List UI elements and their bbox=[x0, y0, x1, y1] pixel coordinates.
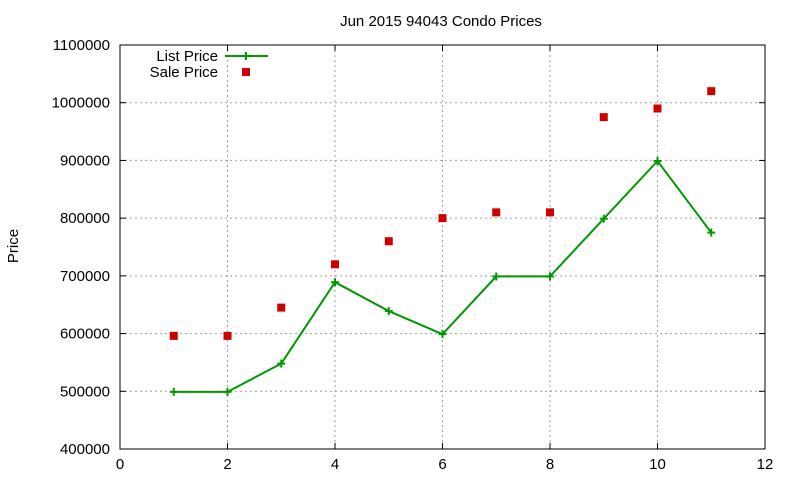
axis-ticks bbox=[119, 44, 766, 450]
list-price-point bbox=[169, 387, 178, 396]
legend-marker-list-price bbox=[242, 52, 250, 60]
y-tick-label: 1000000 bbox=[52, 95, 110, 112]
sale-price-point bbox=[492, 208, 501, 217]
list-price-point bbox=[546, 272, 554, 281]
data-series bbox=[169, 87, 716, 396]
list-price-point bbox=[653, 157, 662, 166]
list-price-point bbox=[492, 272, 501, 281]
y-tick-label: 500000 bbox=[60, 383, 110, 400]
legend-label-list-price: List Price bbox=[156, 48, 218, 65]
chart-title: Jun 2015 94043 Condo Prices bbox=[340, 13, 542, 30]
list-price-point bbox=[223, 387, 232, 396]
y-tick-label: 900000 bbox=[60, 152, 110, 169]
list-price-point bbox=[599, 214, 608, 223]
sale-price-point bbox=[438, 214, 447, 223]
y-tick-label: 700000 bbox=[60, 268, 110, 285]
list-price-point bbox=[707, 228, 716, 237]
y-tick-label: 600000 bbox=[60, 326, 110, 343]
list-price-point bbox=[438, 330, 447, 339]
legend: List Price Sale Price bbox=[150, 48, 268, 81]
series-list-price bbox=[169, 157, 716, 396]
x-tick-label: 8 bbox=[546, 456, 554, 473]
grid-lines bbox=[120, 45, 765, 449]
y-tick-label: 400000 bbox=[60, 441, 110, 458]
sale-price-point bbox=[707, 87, 716, 96]
x-tick-label: 10 bbox=[649, 456, 666, 473]
x-tick-label: 12 bbox=[757, 456, 774, 473]
legend-label-sale-price: Sale Price bbox=[150, 64, 218, 81]
legend-swatch-sale-price bbox=[242, 68, 250, 76]
y-axis-label: Price bbox=[5, 229, 22, 263]
list-price-point bbox=[331, 278, 339, 287]
legend-marker-sale-price bbox=[242, 68, 250, 76]
list-price-point bbox=[277, 359, 286, 368]
legend-swatch-list-price bbox=[225, 52, 268, 60]
sale-price-point bbox=[169, 331, 178, 340]
x-tick-label: 4 bbox=[331, 456, 339, 473]
sale-price-point bbox=[599, 113, 608, 122]
series-sale-price bbox=[169, 87, 716, 340]
sale-price-point bbox=[546, 208, 554, 217]
sale-price-point bbox=[277, 303, 286, 312]
x-tick-label: 6 bbox=[438, 456, 446, 473]
list-price-point bbox=[384, 307, 393, 316]
sale-price-point bbox=[384, 237, 393, 246]
x-tick-label: 2 bbox=[223, 456, 231, 473]
y-tick-label: 800000 bbox=[60, 210, 110, 227]
y-tick-label: 1100000 bbox=[53, 37, 110, 54]
tick-labels: 0 2 4 6 8 10 12 400000 500000 600000 700000 800000 9… bbox=[52, 37, 774, 473]
sale-price-point bbox=[331, 260, 339, 269]
sale-price-point bbox=[653, 104, 662, 113]
sale-price-point bbox=[223, 331, 232, 340]
x-tick-label: 0 bbox=[116, 456, 124, 473]
